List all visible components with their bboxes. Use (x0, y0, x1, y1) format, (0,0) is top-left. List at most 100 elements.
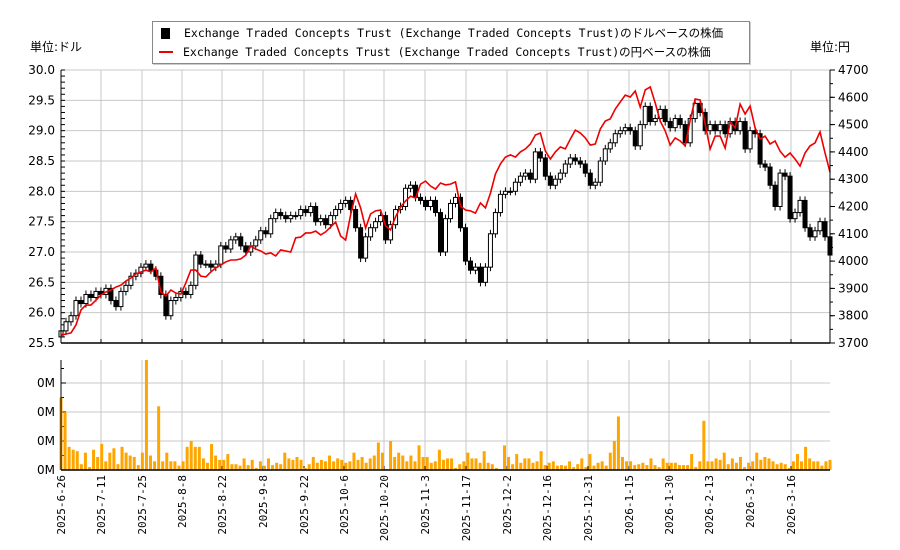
volume-bar (710, 461, 714, 470)
volume-bar (128, 455, 132, 470)
candle-up (707, 124, 713, 132)
volume-bar (616, 416, 620, 470)
candle-down (537, 151, 543, 159)
volume-bar (63, 412, 67, 470)
candle-down (418, 196, 424, 201)
volume-bar (376, 442, 380, 470)
right-tick-label: 3800 (838, 309, 869, 323)
volume-bar (580, 458, 584, 470)
candle-down (223, 245, 229, 250)
candle-down (572, 157, 578, 162)
candle-up (622, 127, 628, 132)
x-tick-label: 2026-1-15 (623, 475, 636, 535)
volume-bar (743, 467, 747, 470)
candle-down (767, 166, 773, 186)
volume-bar (812, 461, 816, 470)
candle-up (607, 142, 613, 150)
volume-bar (490, 464, 494, 470)
volume-bar (144, 360, 148, 470)
volume-bar (169, 461, 173, 470)
volume-bar (417, 445, 421, 470)
red-line-icon (159, 51, 173, 53)
candle-up (328, 215, 334, 226)
candle-up (143, 263, 149, 268)
candle-up (273, 212, 279, 220)
volume-bar (478, 462, 482, 470)
volume-bar (393, 456, 397, 470)
volume-bar (100, 443, 104, 470)
volume-bar (87, 467, 91, 470)
candle-down (547, 175, 553, 186)
candle-down (243, 245, 249, 253)
candle-up (817, 221, 823, 232)
volume-bar (340, 459, 344, 470)
volume-bar (210, 443, 214, 470)
candle-up (138, 266, 144, 274)
right-tick-label: 3700 (838, 336, 869, 350)
volume-bar (437, 449, 441, 470)
candle-up (333, 209, 339, 217)
candle-down (762, 163, 768, 168)
volume-bar (751, 461, 755, 470)
volume-bar (132, 456, 136, 470)
volume-bar (315, 462, 319, 470)
candle-up (428, 199, 434, 208)
volume-bar (319, 459, 323, 470)
legend-label-usd: Exchange Traded Concepts Trust (Exchange… (184, 26, 724, 40)
volume-bar (592, 465, 596, 470)
volume-bar (787, 467, 791, 470)
volume-bar (625, 461, 629, 470)
candle-up (123, 284, 129, 292)
candle-up (592, 181, 598, 186)
volume-bar (665, 462, 669, 470)
volume-bar (791, 461, 795, 470)
candle-up (118, 290, 124, 308)
candle-up (472, 266, 478, 271)
volume-bar (747, 462, 751, 470)
x-tick-label: 2025-12-2 (501, 475, 514, 535)
candle-up (597, 160, 603, 183)
volume-bar (454, 467, 458, 470)
volume-bar (104, 461, 108, 470)
volume-bar (568, 461, 572, 470)
volume-bar (706, 461, 710, 470)
candle-up (717, 124, 723, 132)
volume-bar (527, 458, 531, 470)
candle-down (802, 199, 808, 229)
candle-up (173, 297, 179, 302)
volume-bar (620, 456, 624, 470)
volume-bar (523, 458, 527, 470)
candle-down (78, 300, 84, 305)
volume-bar (596, 462, 600, 470)
volume-bar (140, 452, 144, 470)
volume-bar (380, 452, 384, 470)
candle-up (368, 227, 374, 238)
candle-up (373, 221, 379, 229)
volume-bar (311, 456, 315, 470)
volume-bar (364, 462, 368, 470)
candle-up (567, 157, 573, 165)
candle-down (438, 212, 444, 253)
volume-bar (608, 452, 612, 470)
candle-down (148, 263, 154, 271)
candle-down (462, 227, 468, 262)
volume-bar (295, 456, 299, 470)
candle-up (692, 102, 698, 120)
volume-bar (551, 461, 555, 470)
candle-up (552, 178, 558, 186)
x-tick-label: 2025-8-8 (176, 475, 189, 528)
candle-down (542, 157, 548, 177)
candle-up (363, 236, 369, 259)
volume-bar (433, 461, 437, 470)
volume-bar (303, 467, 307, 470)
volume-bar (588, 454, 592, 470)
volume-bar (356, 459, 360, 470)
candle-up (443, 218, 448, 253)
jpy-price-line (60, 85, 831, 336)
volume-bar (254, 467, 258, 470)
x-tick-label: 2025-7-11 (95, 475, 108, 535)
volume-bar (372, 455, 376, 470)
volume-bar (718, 459, 722, 470)
candle-down (313, 206, 319, 223)
candle-up (318, 218, 324, 223)
